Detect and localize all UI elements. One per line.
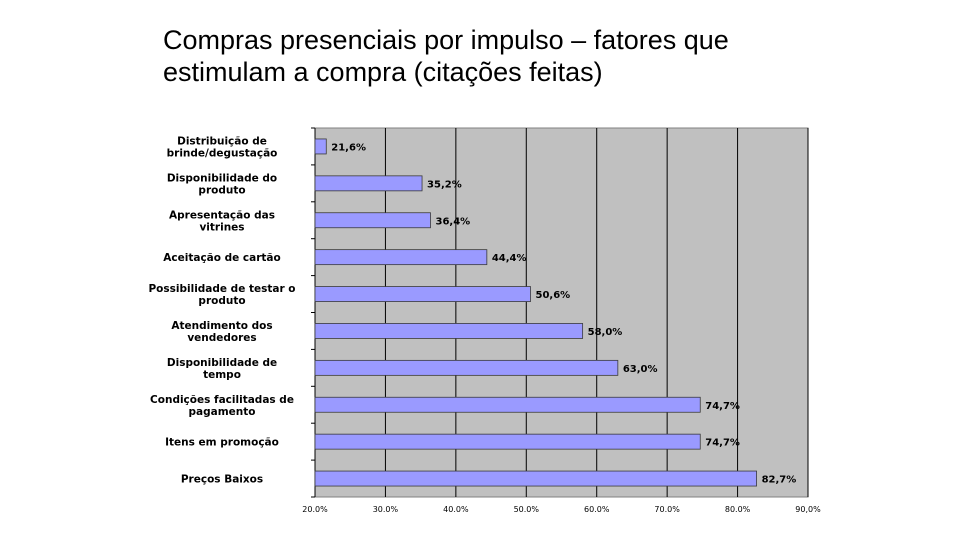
x-tick-label: 30.0% [373, 505, 399, 514]
bar [314, 396, 701, 413]
bar [314, 286, 531, 302]
bar [314, 323, 584, 339]
x-tick-label: 90,0% [795, 505, 821, 514]
bar-value-label: 50,6% [536, 290, 571, 301]
category-label: Preços Baixos [181, 474, 263, 486]
slide-title: Compras presenciais por impulso – fatore… [163, 25, 729, 87]
bar-value-label: 58,0% [588, 327, 623, 338]
x-tick-label: 40.0% [443, 505, 469, 514]
category-label: Condições facilitadas de pagamento [150, 394, 294, 418]
bar-value-label: 35,2% [427, 179, 462, 190]
bar-value-label: 74,7% [705, 438, 740, 449]
bar [314, 470, 757, 487]
category-label: Disponibilidade de tempo [167, 357, 277, 381]
category-label: Itens em promoção [165, 437, 279, 449]
bar [314, 249, 488, 266]
bar [314, 175, 423, 192]
bar-value-label: 44,4% [492, 253, 527, 264]
bar [314, 212, 431, 229]
category-label: Disponibilidade do produto [167, 172, 277, 196]
bar-value-label: 36,4% [436, 216, 471, 227]
x-tick-label: 20.0% [302, 505, 328, 514]
category-label: Apresentação das vitrines [169, 209, 275, 233]
bar-value-label: 63,0% [623, 364, 658, 375]
bar-value-label: 74,7% [705, 401, 740, 412]
category-label: Atendimento dos vendedores [171, 320, 272, 344]
x-tick-label: 50.0% [514, 505, 540, 514]
x-tick-label: 60.0% [584, 505, 610, 514]
bar [314, 138, 327, 155]
bar-value-label: 82,7% [762, 475, 797, 486]
bar-value-label: 21,6% [331, 142, 366, 153]
bar [314, 433, 701, 450]
category-label: Possibilidade de testar o produto [148, 283, 295, 307]
category-label: Aceitação de cartão [163, 252, 280, 264]
category-label: Distribuição de brinde/degustação [167, 135, 278, 159]
x-tick-label: 80.0% [725, 505, 751, 514]
x-tick-label: 70.0% [654, 505, 680, 514]
bar [314, 359, 619, 376]
